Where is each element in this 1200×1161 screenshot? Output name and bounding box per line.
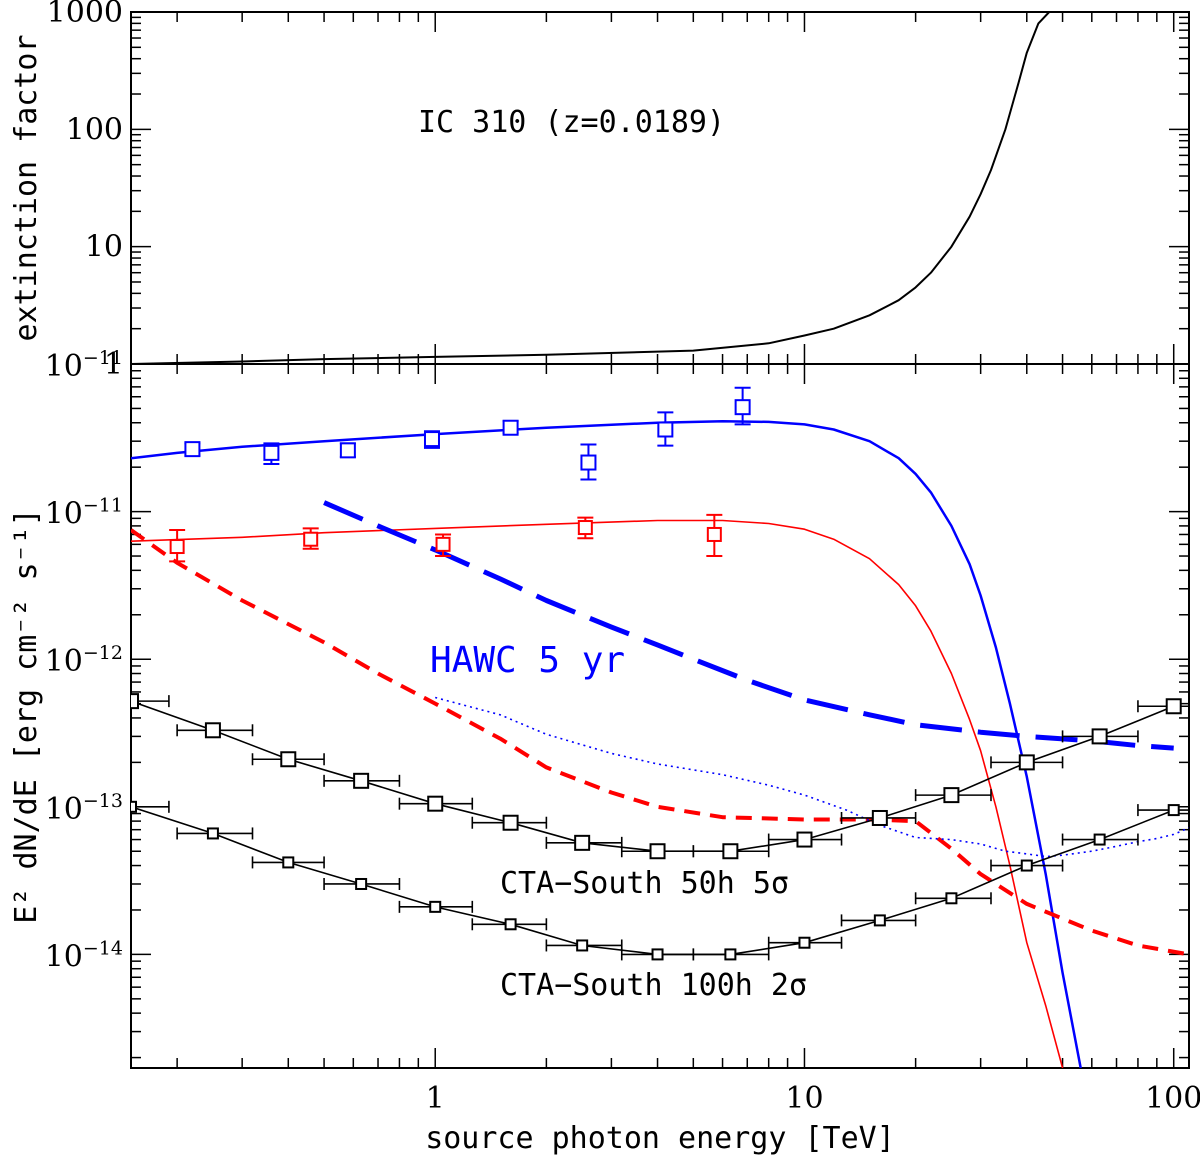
data-point-marker <box>353 772 370 789</box>
data-point-marker <box>943 787 960 804</box>
data-point-marker <box>303 531 319 547</box>
data-point-marker <box>574 834 591 851</box>
blue-data-points <box>184 386 751 481</box>
data-point-marker <box>871 809 888 826</box>
y-tick-label: 10−14 <box>45 937 123 974</box>
x-tick-label: 10 <box>785 1081 823 1116</box>
hawc-5-yr-line <box>323 500 1174 751</box>
data-point-marker <box>649 843 666 860</box>
bottom-y-axis-label: E² dN/dE [erg cm⁻² s⁻¹] <box>9 508 44 923</box>
data-point-marker <box>263 444 280 461</box>
cta-south-100h-2-points <box>131 800 1189 961</box>
data-point-marker <box>504 918 517 931</box>
y-tick-label: 1000 <box>47 0 123 30</box>
data-point-marker <box>1020 859 1033 872</box>
title-annotation: IC 310 (z=0.0189) <box>418 105 725 140</box>
data-point-marker <box>873 914 886 927</box>
y-tick-label: 100 <box>66 112 123 147</box>
data-point-marker <box>724 948 737 961</box>
extinction-factor-line <box>131 12 1050 364</box>
data-point-marker <box>282 856 295 869</box>
data-point-marker <box>1018 754 1035 771</box>
data-point-marker <box>580 454 597 471</box>
data-point-marker <box>945 892 958 905</box>
y-tick-label: 1 <box>104 347 123 382</box>
data-point-marker <box>796 831 813 848</box>
data-point-marker <box>169 539 185 555</box>
top-y-tick-labels: 1 10 100 1000 <box>47 0 123 382</box>
blue-model-line <box>131 419 1082 1068</box>
data-point-marker <box>576 939 589 952</box>
red-model-line <box>131 519 1064 1068</box>
data-point-marker <box>280 751 297 768</box>
data-point-marker <box>1165 698 1182 715</box>
data-point-marker <box>502 419 519 436</box>
y-tick-label: 10−13 <box>45 790 123 827</box>
y-tick-label: 10 <box>85 230 123 265</box>
data-point-marker <box>1093 833 1106 846</box>
bottom-plot-area <box>131 386 1189 1068</box>
data-point-marker <box>206 827 219 840</box>
data-point-marker <box>204 722 221 739</box>
cta-south-50h-5-curve <box>131 700 1175 853</box>
data-point-marker <box>355 877 368 890</box>
data-point-marker <box>423 431 440 448</box>
cta-100h-annotation: CTA−South 100h 2σ <box>500 968 807 1003</box>
top-panel-frame <box>130 11 1190 365</box>
data-point-marker <box>1091 728 1108 745</box>
data-point-marker <box>577 520 593 536</box>
y-tick-label: 10−11 <box>45 495 123 532</box>
x-axis-label: source photon energy [TeV] <box>425 1121 895 1156</box>
data-point-marker <box>706 526 722 542</box>
data-point-marker <box>427 795 444 812</box>
data-point-marker <box>722 843 739 860</box>
data-point-marker <box>429 900 442 913</box>
tick-marks <box>131 11 1189 1068</box>
y-tick-label: 10−12 <box>45 642 123 679</box>
data-point-marker <box>651 948 664 961</box>
cta-50h-annotation: CTA−South 50h 5σ <box>500 866 789 901</box>
data-point-marker <box>435 536 451 552</box>
data-point-marker <box>184 441 201 458</box>
x-tick-label: 100 <box>1145 1081 1200 1116</box>
data-point-marker <box>798 936 811 949</box>
data-point-marker <box>131 800 137 813</box>
data-point-marker <box>502 814 519 831</box>
x-tick-label: 1 <box>426 1081 445 1116</box>
data-point-marker <box>734 399 751 416</box>
bottom-panel-frame <box>130 363 1190 1069</box>
top-y-axis-label: extinction factor <box>9 34 44 341</box>
cta-south-50h-5-points <box>131 693 1189 860</box>
blue-dotted-sensitivity-line <box>434 696 1189 858</box>
top-plot-area <box>131 12 1050 364</box>
hawc-annotation: HAWC 5 yr <box>430 640 625 681</box>
data-point-marker <box>339 442 356 459</box>
data-point-marker <box>131 693 139 710</box>
red-data-points <box>169 513 723 563</box>
y-tick-label: 10−11 <box>45 347 123 384</box>
red-dashed-sensitivity-line <box>131 528 1189 957</box>
data-point-marker <box>657 421 674 438</box>
data-point-marker <box>1167 804 1180 817</box>
